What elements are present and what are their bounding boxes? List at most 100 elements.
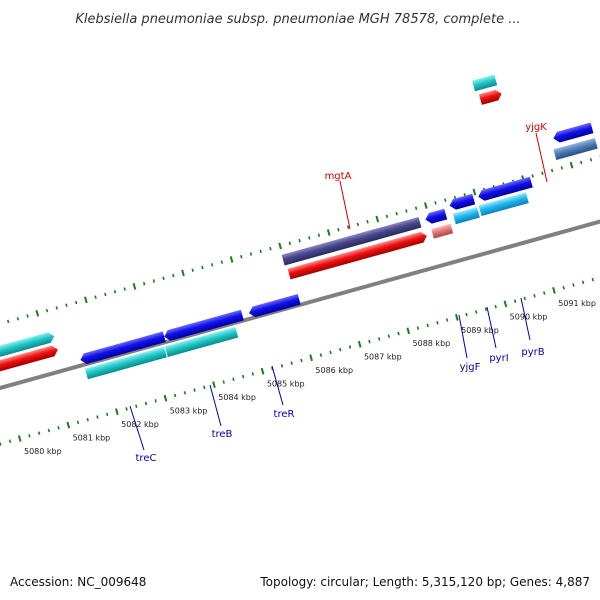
scale-minor-tick (96, 415, 99, 419)
gene-feature-left-red[interactable] (0, 344, 59, 378)
gene-feature-right-steel[interactable] (553, 137, 598, 161)
kbp-label: 5086 kbp (315, 366, 353, 375)
kbp-label: 5087 kbp (364, 353, 402, 362)
scale-minor-tick (550, 168, 554, 173)
scale-minor-tick (445, 318, 449, 322)
scale-minor-tick (434, 201, 437, 205)
gene-feature-mgta-cds[interactable] (281, 216, 422, 266)
gene-label-yjgk[interactable]: yjgK (525, 122, 547, 133)
scale-major-tick (229, 256, 234, 263)
scale-minor-tick (28, 434, 31, 438)
kbp-label: 5085 kbp (267, 380, 305, 389)
gene-label-pyrb[interactable]: pyrB (521, 347, 544, 358)
gene-label-trec[interactable]: treC (136, 453, 157, 464)
scale-minor-tick (543, 291, 546, 295)
scale-minor-tick (385, 214, 389, 219)
scale-minor-tick (220, 260, 224, 264)
scale-minor-tick (57, 426, 60, 430)
kbp-label: 5089 kbp (461, 326, 499, 335)
scale-minor-tick (105, 412, 109, 417)
scale-minor-tick (387, 334, 391, 338)
scale-minor-tick (348, 345, 352, 349)
accession-text: Accession: NC_009648 (10, 575, 146, 589)
gene-label-pyri[interactable]: pyrI (489, 353, 508, 364)
scale-major-tick (455, 313, 459, 321)
scale-minor-tick (494, 304, 497, 309)
scale-minor-tick (152, 279, 156, 283)
scale-minor-tick (484, 307, 488, 312)
scale-minor-tick (240, 254, 243, 259)
gene-feature-trer[interactable] (248, 294, 301, 318)
kbp-label: 5082 kbp (121, 420, 159, 429)
scale-minor-tick (74, 300, 78, 305)
scale-minor-tick (339, 347, 342, 352)
scale-minor-tick (37, 431, 41, 435)
scale-minor-tick (26, 314, 29, 318)
gene-feature-pyrb-cds[interactable] (478, 192, 529, 217)
scale-minor-tick (104, 292, 107, 297)
scale-minor-tick (523, 296, 527, 301)
scale-minor-tick (337, 228, 340, 232)
scale-minor-tick (572, 283, 575, 287)
scale-minor-tick (173, 393, 177, 398)
scale-minor-tick (154, 399, 157, 403)
scale-minor-tick (94, 295, 97, 299)
scale-minor-tick (45, 308, 49, 313)
scale-minor-tick (113, 290, 117, 294)
scale-major-tick (326, 229, 331, 236)
gene-feature-treb-cds[interactable] (164, 326, 239, 358)
gene-feature-yjgk-cds[interactable] (472, 74, 498, 92)
scale-minor-tick (203, 385, 206, 390)
scale-minor-tick (210, 263, 214, 267)
map-title: Klebsiella pneumoniae subsp. pneumoniae … (75, 12, 520, 27)
gene-labels: mgtA yjgK treC treB treR yjgF pyrI pyrB (129, 122, 548, 464)
gene-feature-pyri-cds[interactable] (452, 206, 480, 225)
gene-feature-left-cyan[interactable] (0, 331, 56, 365)
scale-minor-tick (395, 211, 398, 216)
scale-minor-tick (475, 310, 478, 314)
gene-feature-pyrb[interactable] (477, 176, 533, 202)
gene-label-mgta[interactable]: mgtA (325, 171, 352, 182)
scale-major-tick (66, 421, 71, 429)
gene-feature-pyri[interactable] (448, 193, 476, 211)
gene-feature-yjgf-rna[interactable] (431, 223, 454, 239)
scale-minor-tick (541, 171, 544, 175)
kbp-label: 5090 kbp (510, 312, 548, 321)
scale-major-tick (357, 340, 362, 348)
scale-minor-tick (65, 303, 68, 307)
gene-feature-yjgk[interactable] (478, 88, 503, 105)
scale-minor-tick (426, 323, 429, 328)
scale-minor-tick (280, 364, 284, 368)
scale-major-tick (132, 283, 137, 290)
scale-minor-tick (191, 268, 194, 272)
gene-feature-right-blue[interactable] (552, 122, 594, 144)
kbp-label: 5088 kbp (413, 339, 451, 348)
gene-feature-trec[interactable] (79, 331, 166, 365)
scale-major-tick (406, 327, 411, 335)
scale-minor-tick (397, 331, 400, 336)
scale-minor-tick (8, 439, 12, 444)
scale-minor-tick (290, 361, 293, 365)
kbp-label: 5091 kbp (558, 299, 596, 308)
scale-minor-tick (123, 287, 126, 291)
scale-minor-tick (47, 428, 51, 433)
scale-minor-tick (172, 273, 175, 278)
scale-minor-tick (580, 160, 583, 165)
gene-label-treb[interactable]: treB (212, 429, 233, 440)
gene-feature-trec-cds[interactable] (84, 346, 167, 380)
gene-label-yjgf[interactable]: yjgF (460, 362, 481, 373)
gene-feature-mgta[interactable] (287, 231, 429, 280)
scale-major-tick (278, 242, 282, 250)
gene-label-trer[interactable]: treR (274, 409, 295, 420)
gene-feature-treb[interactable] (163, 309, 244, 342)
scale-minor-tick (249, 252, 253, 256)
scale-minor-tick (560, 166, 564, 170)
scale-minor-tick (329, 350, 332, 355)
gene-feature-yjgf[interactable] (424, 208, 448, 225)
scale-ticks (0, 155, 600, 446)
scale-minor-tick (513, 299, 517, 303)
scale-minor-tick (444, 198, 447, 202)
scale-minor-tick (308, 236, 311, 240)
scale-minor-tick (581, 280, 585, 285)
